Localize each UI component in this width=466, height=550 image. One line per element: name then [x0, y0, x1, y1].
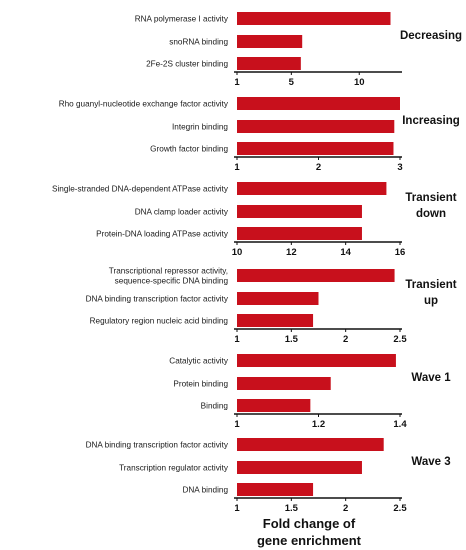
group-label-p0: Decreasing	[400, 30, 462, 42]
x-tick-label-p2-0: 10	[232, 247, 243, 258]
x-tick-label-p5-3: 2.5	[393, 503, 407, 514]
bar-p2-r0	[237, 182, 387, 195]
category-label-p2-r0: Single-stranded DNA-dependent ATPase act…	[52, 185, 229, 194]
bar-p5-r1	[237, 461, 362, 474]
category-label-p3-r0-l1: sequence-specific DNA binding	[115, 277, 229, 286]
x-tick-label-p4-2: 1.4	[393, 419, 407, 430]
x-tick-label-p2-3: 16	[395, 247, 406, 258]
x-tick-label-p1-0: 1	[234, 162, 240, 173]
bar-p4-r2	[237, 399, 311, 412]
bar-p1-r1	[237, 120, 395, 133]
x-tick-label-p1-2: 3	[397, 162, 402, 173]
category-label-p1-r1: Integrin binding	[172, 123, 228, 132]
group-label-p2-l0: Transient	[405, 192, 456, 204]
group-label-p4: Wave 1	[411, 372, 451, 384]
x-tick-label-p3-0: 1	[234, 334, 240, 345]
bar-p0-r2	[237, 57, 301, 70]
group-label-p3-l1: up	[424, 295, 438, 307]
x-tick-label-p4-0: 1	[234, 419, 240, 430]
x-tick-label-p3-3: 2.5	[393, 334, 407, 345]
bar-p0-r1	[237, 35, 303, 48]
x-tick-label-p5-1: 1.5	[285, 503, 299, 514]
category-label-p4-r0: Catalytic activity	[169, 357, 229, 366]
group-label-p2-l1: down	[416, 208, 446, 220]
category-label-p5-r1: Transcription regulator activity	[119, 464, 229, 473]
category-label-p0-r2: 2Fe-2S cluster binding	[146, 60, 228, 69]
bar-p3-r0	[237, 269, 395, 282]
category-label-p3-r2: Regulatory region nucleic acid binding	[90, 317, 229, 326]
bar-p4-r0	[237, 354, 396, 367]
category-label-p2-r1: DNA clamp loader activity	[135, 208, 229, 217]
x-axis-title-line2: gene enrichment	[257, 533, 362, 548]
category-label-p5-r2: DNA binding	[182, 486, 228, 495]
x-tick-label-p5-2: 2	[343, 503, 348, 514]
x-tick-label-p1-1: 2	[316, 162, 321, 173]
x-tick-label-p0-0: 1	[234, 77, 240, 88]
category-label-p4-r1: Protein binding	[173, 380, 228, 389]
bar-p1-r0	[237, 97, 400, 110]
bar-p5-r0	[237, 438, 384, 451]
x-tick-label-p2-1: 12	[286, 247, 297, 258]
x-tick-label-p0-1: 5	[289, 77, 295, 88]
x-tick-label-p3-1: 1.5	[285, 334, 299, 345]
category-label-p1-r2: Growth factor binding	[150, 145, 228, 154]
x-axis-title-line1: Fold change of	[263, 516, 356, 531]
bar-p3-r1	[237, 292, 319, 305]
group-label-p5: Wave 3	[411, 456, 450, 468]
x-tick-label-p2-2: 14	[340, 247, 351, 258]
category-label-p0-r0: RNA polymerase I activity	[135, 15, 229, 24]
group-label-p1: Increasing	[402, 115, 460, 127]
category-label-p3-r1: DNA binding transcription factor activit…	[86, 295, 229, 304]
category-label-p2-r2: Protein-DNA loading ATPase activity	[96, 230, 229, 239]
bar-p5-r2	[237, 483, 314, 496]
category-label-p5-r0: DNA binding transcription factor activit…	[86, 441, 229, 450]
bar-p0-r0	[237, 12, 391, 25]
x-tick-label-p0-2: 10	[354, 77, 365, 88]
bar-p1-r2	[237, 142, 394, 155]
category-label-p3-r0-l0: Transcriptional repressor activity,	[109, 267, 228, 276]
x-tick-label-p4-1: 1.2	[312, 419, 325, 430]
category-label-p0-r1: snoRNA binding	[169, 38, 228, 47]
bar-p2-r2	[237, 227, 362, 240]
group-label-p3-l0: Transient	[405, 279, 456, 291]
bar-p4-r1	[237, 377, 331, 390]
bar-p3-r2	[237, 314, 314, 327]
category-label-p1-r0: Rho guanyl-nucleotide exchange factor ac…	[59, 100, 229, 109]
x-tick-label-p5-0: 1	[234, 503, 240, 514]
x-tick-label-p3-2: 2	[343, 334, 348, 345]
category-label-p4-r2: Binding	[201, 402, 229, 411]
bar-p2-r1	[237, 205, 362, 218]
